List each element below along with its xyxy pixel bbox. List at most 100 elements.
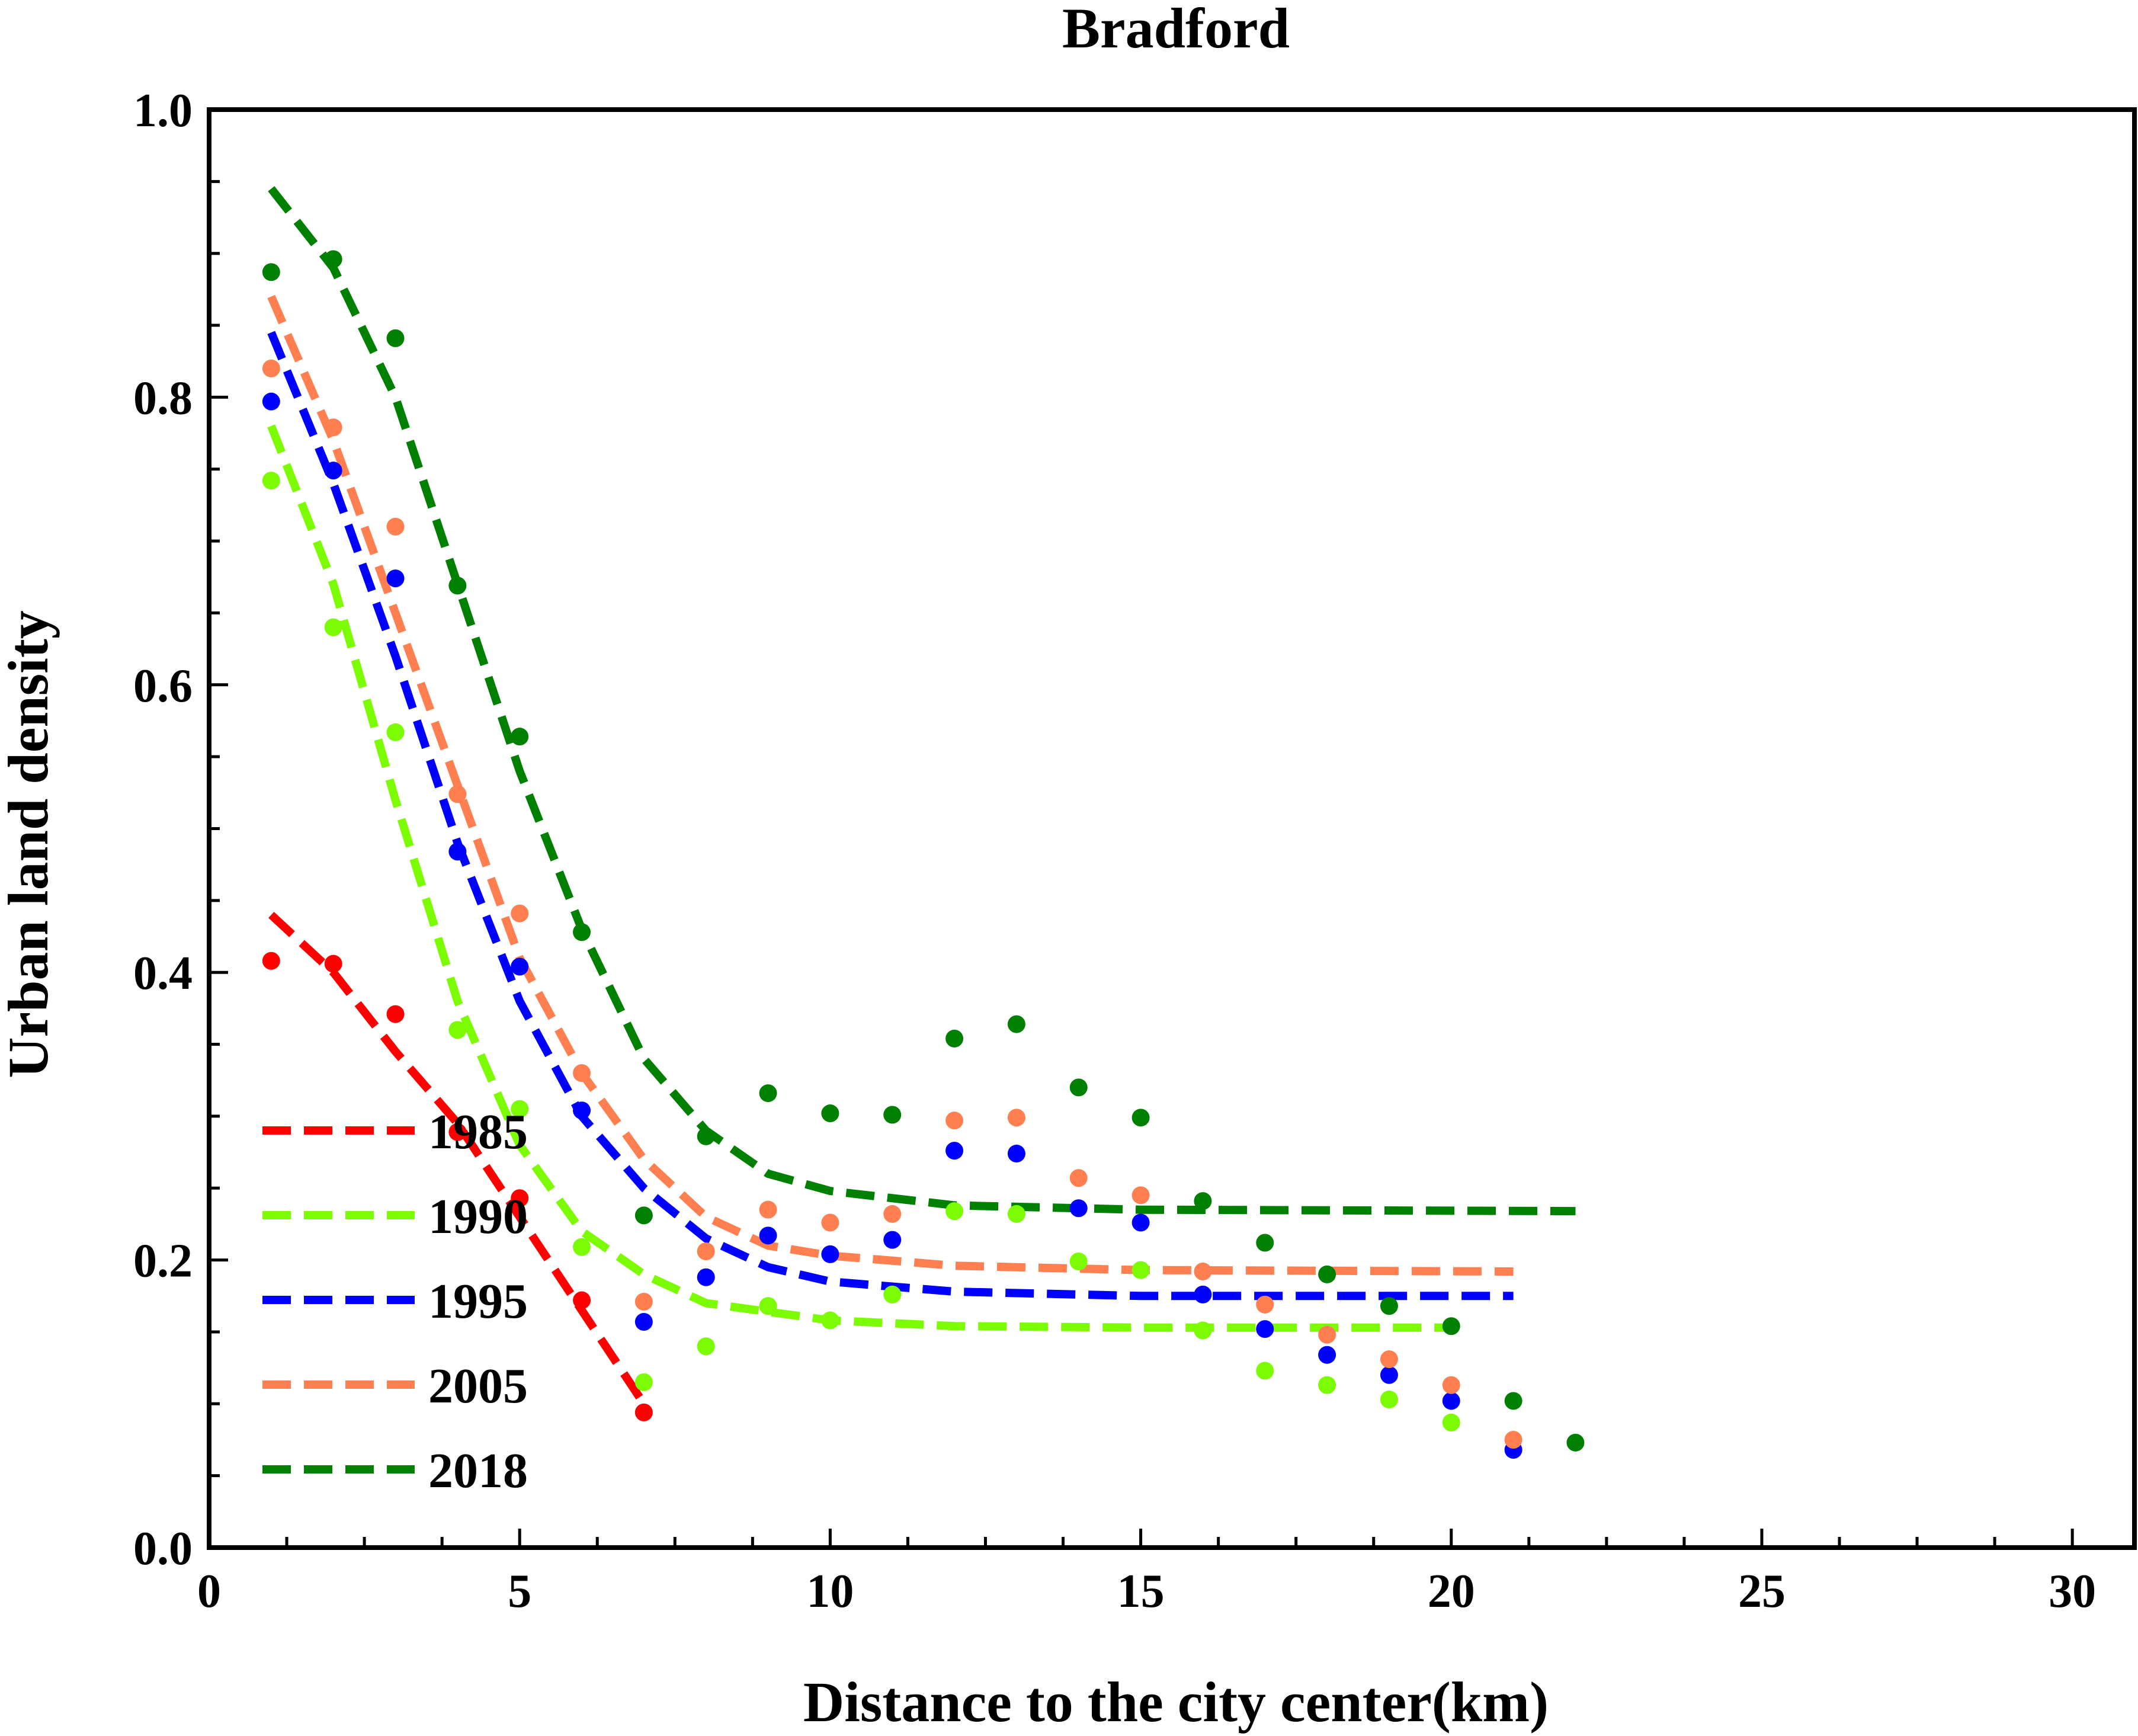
- data-point-2018: [883, 1106, 902, 1124]
- x-tick-label: 0: [197, 1565, 221, 1618]
- data-point-1995: [386, 569, 405, 588]
- data-point-1995: [883, 1231, 902, 1249]
- x-tick-label: 25: [1738, 1565, 1786, 1618]
- legend-label-1995: 1995: [428, 1274, 528, 1329]
- y-tick-label: 1.0: [133, 85, 193, 137]
- y-tick-label: 0.4: [133, 947, 193, 1000]
- data-point-1990: [883, 1285, 902, 1303]
- data-point-2018: [1566, 1433, 1585, 1452]
- y-tick-label: 0.2: [133, 1235, 193, 1287]
- data-point-1990: [386, 723, 405, 741]
- x-axis: 0 5 10 15 20 25 30: [197, 1529, 2096, 1618]
- data-point-1990: [759, 1297, 777, 1315]
- data-point-2018: [324, 250, 342, 268]
- data-point-2005: [1256, 1295, 1274, 1314]
- data-point-2005: [1007, 1109, 1025, 1127]
- data-point-1990: [1380, 1391, 1398, 1409]
- chart-title: Bradford: [1062, 0, 1290, 60]
- data-point-1995: [1256, 1320, 1274, 1338]
- data-point-2018: [386, 329, 405, 347]
- data-point-1985: [573, 1291, 591, 1309]
- data-point-1995: [1194, 1285, 1212, 1303]
- fit-line-2018: [268, 186, 1576, 1216]
- data-point-2018: [573, 923, 591, 941]
- data-point-1995: [448, 843, 467, 861]
- data-point-2005: [262, 359, 280, 377]
- data-point-2005: [945, 1112, 964, 1130]
- data-point-1995: [759, 1226, 777, 1245]
- data-point-1995: [1442, 1392, 1460, 1410]
- data-point-1985: [262, 952, 280, 970]
- data-point-1985: [634, 1403, 653, 1421]
- data-point-2005: [1131, 1186, 1150, 1205]
- data-point-2018: [448, 576, 467, 595]
- data-point-1990: [1442, 1413, 1460, 1431]
- x-tick-label: 20: [1428, 1565, 1475, 1618]
- plot-border: [207, 107, 2137, 1550]
- data-point-1990: [697, 1337, 715, 1356]
- data-point-2005: [386, 517, 405, 536]
- data-point-1990: [1007, 1205, 1025, 1223]
- data-point-2005: [573, 1064, 591, 1082]
- data-point-1995: [1069, 1199, 1088, 1218]
- fit-line-1990: [267, 424, 1451, 1332]
- data-point-2005: [759, 1200, 777, 1219]
- data-point-2005: [1504, 1430, 1522, 1449]
- x-tick-label: 10: [806, 1565, 854, 1618]
- data-point-2005: [1442, 1376, 1460, 1394]
- data-point-1990: [448, 1021, 467, 1039]
- data-point-2018: [1380, 1297, 1398, 1315]
- data-point-2018: [1007, 1015, 1025, 1033]
- scatter-points: [262, 250, 1585, 1459]
- data-point-2005: [1318, 1325, 1336, 1344]
- data-point-1990: [634, 1373, 653, 1391]
- data-point-2018: [262, 263, 280, 281]
- data-point-2018: [1318, 1265, 1336, 1283]
- y-axis: 0.0 0.2 0.4 0.6 0.8 1.0: [133, 85, 228, 1575]
- legend-label-1985: 1985: [428, 1104, 528, 1160]
- data-point-2018: [1256, 1234, 1274, 1252]
- x-tick-label: 15: [1117, 1565, 1165, 1618]
- data-point-2018: [1131, 1109, 1150, 1127]
- data-point-2005: [324, 418, 342, 437]
- data-point-1990: [1194, 1321, 1212, 1340]
- data-point-1995: [1318, 1346, 1336, 1364]
- data-point-1995: [821, 1245, 839, 1263]
- data-point-2018: [1504, 1392, 1522, 1410]
- legend: 1985 1990 1995 2005 2018: [262, 1104, 528, 1498]
- data-point-2018: [1442, 1317, 1460, 1335]
- data-point-1995: [262, 392, 280, 411]
- data-point-1990: [324, 618, 342, 636]
- data-point-1985: [386, 1005, 405, 1023]
- data-point-1985: [511, 1189, 529, 1207]
- data-point-2005: [634, 1292, 653, 1311]
- data-point-1995: [573, 1101, 591, 1120]
- x-tick-label: 30: [2049, 1565, 2096, 1618]
- data-point-1990: [1131, 1261, 1150, 1279]
- data-point-2018: [634, 1206, 653, 1225]
- data-point-2005: [883, 1205, 902, 1223]
- data-point-1990: [1318, 1376, 1336, 1394]
- x-tick-label: 5: [508, 1565, 531, 1618]
- data-point-1990: [511, 1100, 529, 1118]
- data-point-1995: [511, 957, 529, 976]
- y-tick-label: 0.8: [133, 372, 193, 424]
- fit-line-1995: [267, 331, 1514, 1301]
- plot-frame: [207, 107, 2137, 1550]
- data-point-2005: [511, 904, 529, 923]
- data-point-1995: [1380, 1366, 1398, 1384]
- data-point-1985: [324, 955, 342, 973]
- data-point-1995: [945, 1142, 964, 1160]
- data-point-2005: [1194, 1263, 1212, 1281]
- data-point-2018: [821, 1104, 839, 1123]
- data-point-2005: [821, 1213, 839, 1232]
- data-point-2018: [759, 1084, 777, 1103]
- legend-label-1990: 1990: [428, 1189, 528, 1244]
- data-point-2005: [1380, 1350, 1398, 1369]
- data-point-1990: [1256, 1362, 1274, 1380]
- y-tick-label: 0.0: [133, 1523, 193, 1575]
- legend-label-2018: 2018: [428, 1443, 528, 1498]
- data-point-1985: [448, 1123, 467, 1141]
- y-axis-label: Urban land density: [0, 610, 60, 1078]
